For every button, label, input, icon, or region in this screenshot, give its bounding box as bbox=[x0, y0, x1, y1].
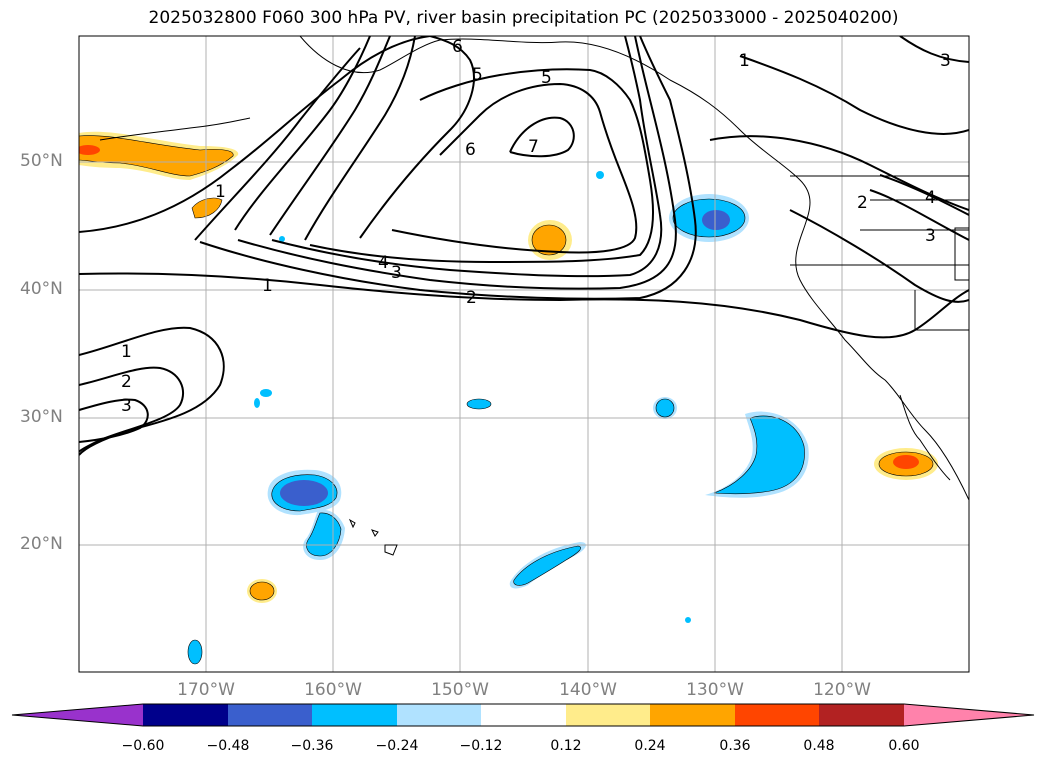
pv-label: 7 bbox=[528, 137, 539, 157]
lat-label: 40°N bbox=[20, 279, 63, 299]
colorbar-segment bbox=[819, 704, 904, 726]
colorbar-segment bbox=[735, 704, 819, 726]
colorbar-segment bbox=[228, 704, 312, 726]
pv-contour-labels: 1 1 1 1 2 2 2 3 3 3 3 4 4 5 5 6 6 7 bbox=[121, 37, 951, 416]
pv-label: 3 bbox=[940, 51, 951, 71]
pv-label: 1 bbox=[262, 276, 273, 296]
colorbar bbox=[11, 703, 1035, 727]
colorbar-extend-min bbox=[12, 704, 143, 726]
colorbar-segment bbox=[312, 704, 397, 726]
pv-label: 3 bbox=[121, 396, 132, 416]
map-title: 2025032800 F060 300 hPa PV, river basin … bbox=[148, 8, 899, 28]
colorbar-tick-label: 0.48 bbox=[803, 738, 835, 754]
map-frame bbox=[79, 36, 969, 672]
pv-contours bbox=[79, 36, 969, 456]
lon-label: 160°W bbox=[304, 680, 362, 700]
colorbar-tick-label: −0.24 bbox=[375, 738, 419, 754]
pv-label: 1 bbox=[739, 51, 750, 71]
pv-label: 6 bbox=[452, 37, 463, 57]
colorbar-extend-max bbox=[904, 704, 1034, 726]
pv-label: 2 bbox=[466, 288, 477, 308]
colorbar-segment bbox=[143, 704, 228, 726]
lat-label: 30°N bbox=[20, 407, 63, 427]
lon-label: 130°W bbox=[686, 680, 744, 700]
colorbar-segment bbox=[397, 704, 481, 726]
pv-label: 6 bbox=[465, 140, 476, 160]
graticule bbox=[79, 36, 969, 672]
colorbar-tick-label: 0.12 bbox=[550, 738, 582, 754]
pv-label: 1 bbox=[215, 182, 226, 202]
colorbar-tick-label: 0.60 bbox=[888, 738, 920, 754]
colorbar-segment bbox=[481, 704, 566, 726]
pv-label: 4 bbox=[378, 253, 389, 273]
lat-label: 20°N bbox=[20, 534, 63, 554]
pv-label: 5 bbox=[472, 65, 483, 85]
pv-label: 3 bbox=[391, 263, 402, 283]
lon-label: 140°W bbox=[559, 680, 617, 700]
pv-label: 5 bbox=[541, 68, 552, 88]
lon-label: 150°W bbox=[431, 680, 489, 700]
pv-label: 2 bbox=[857, 193, 868, 213]
colorbar-segment bbox=[566, 704, 650, 726]
lon-label: 120°W bbox=[813, 680, 871, 700]
pv-label: 1 bbox=[121, 342, 132, 362]
colorbar-tick-label: 0.24 bbox=[634, 738, 666, 754]
colorbar-tick-label: −0.12 bbox=[459, 738, 503, 754]
colorbar-tick-label: −0.36 bbox=[290, 738, 334, 754]
colorbar-tick-label: 0.36 bbox=[719, 738, 751, 754]
pv-label: 3 bbox=[925, 226, 936, 246]
colorbar-tick-label: −0.48 bbox=[206, 738, 250, 754]
colorbar-segment bbox=[650, 704, 735, 726]
pv-label: 4 bbox=[925, 188, 936, 208]
precip-shading bbox=[79, 131, 938, 665]
lon-label: 170°W bbox=[177, 680, 235, 700]
lat-label: 50°N bbox=[20, 151, 63, 171]
colorbar-tick-label: −0.60 bbox=[121, 738, 165, 754]
pv-label: 2 bbox=[121, 372, 132, 392]
